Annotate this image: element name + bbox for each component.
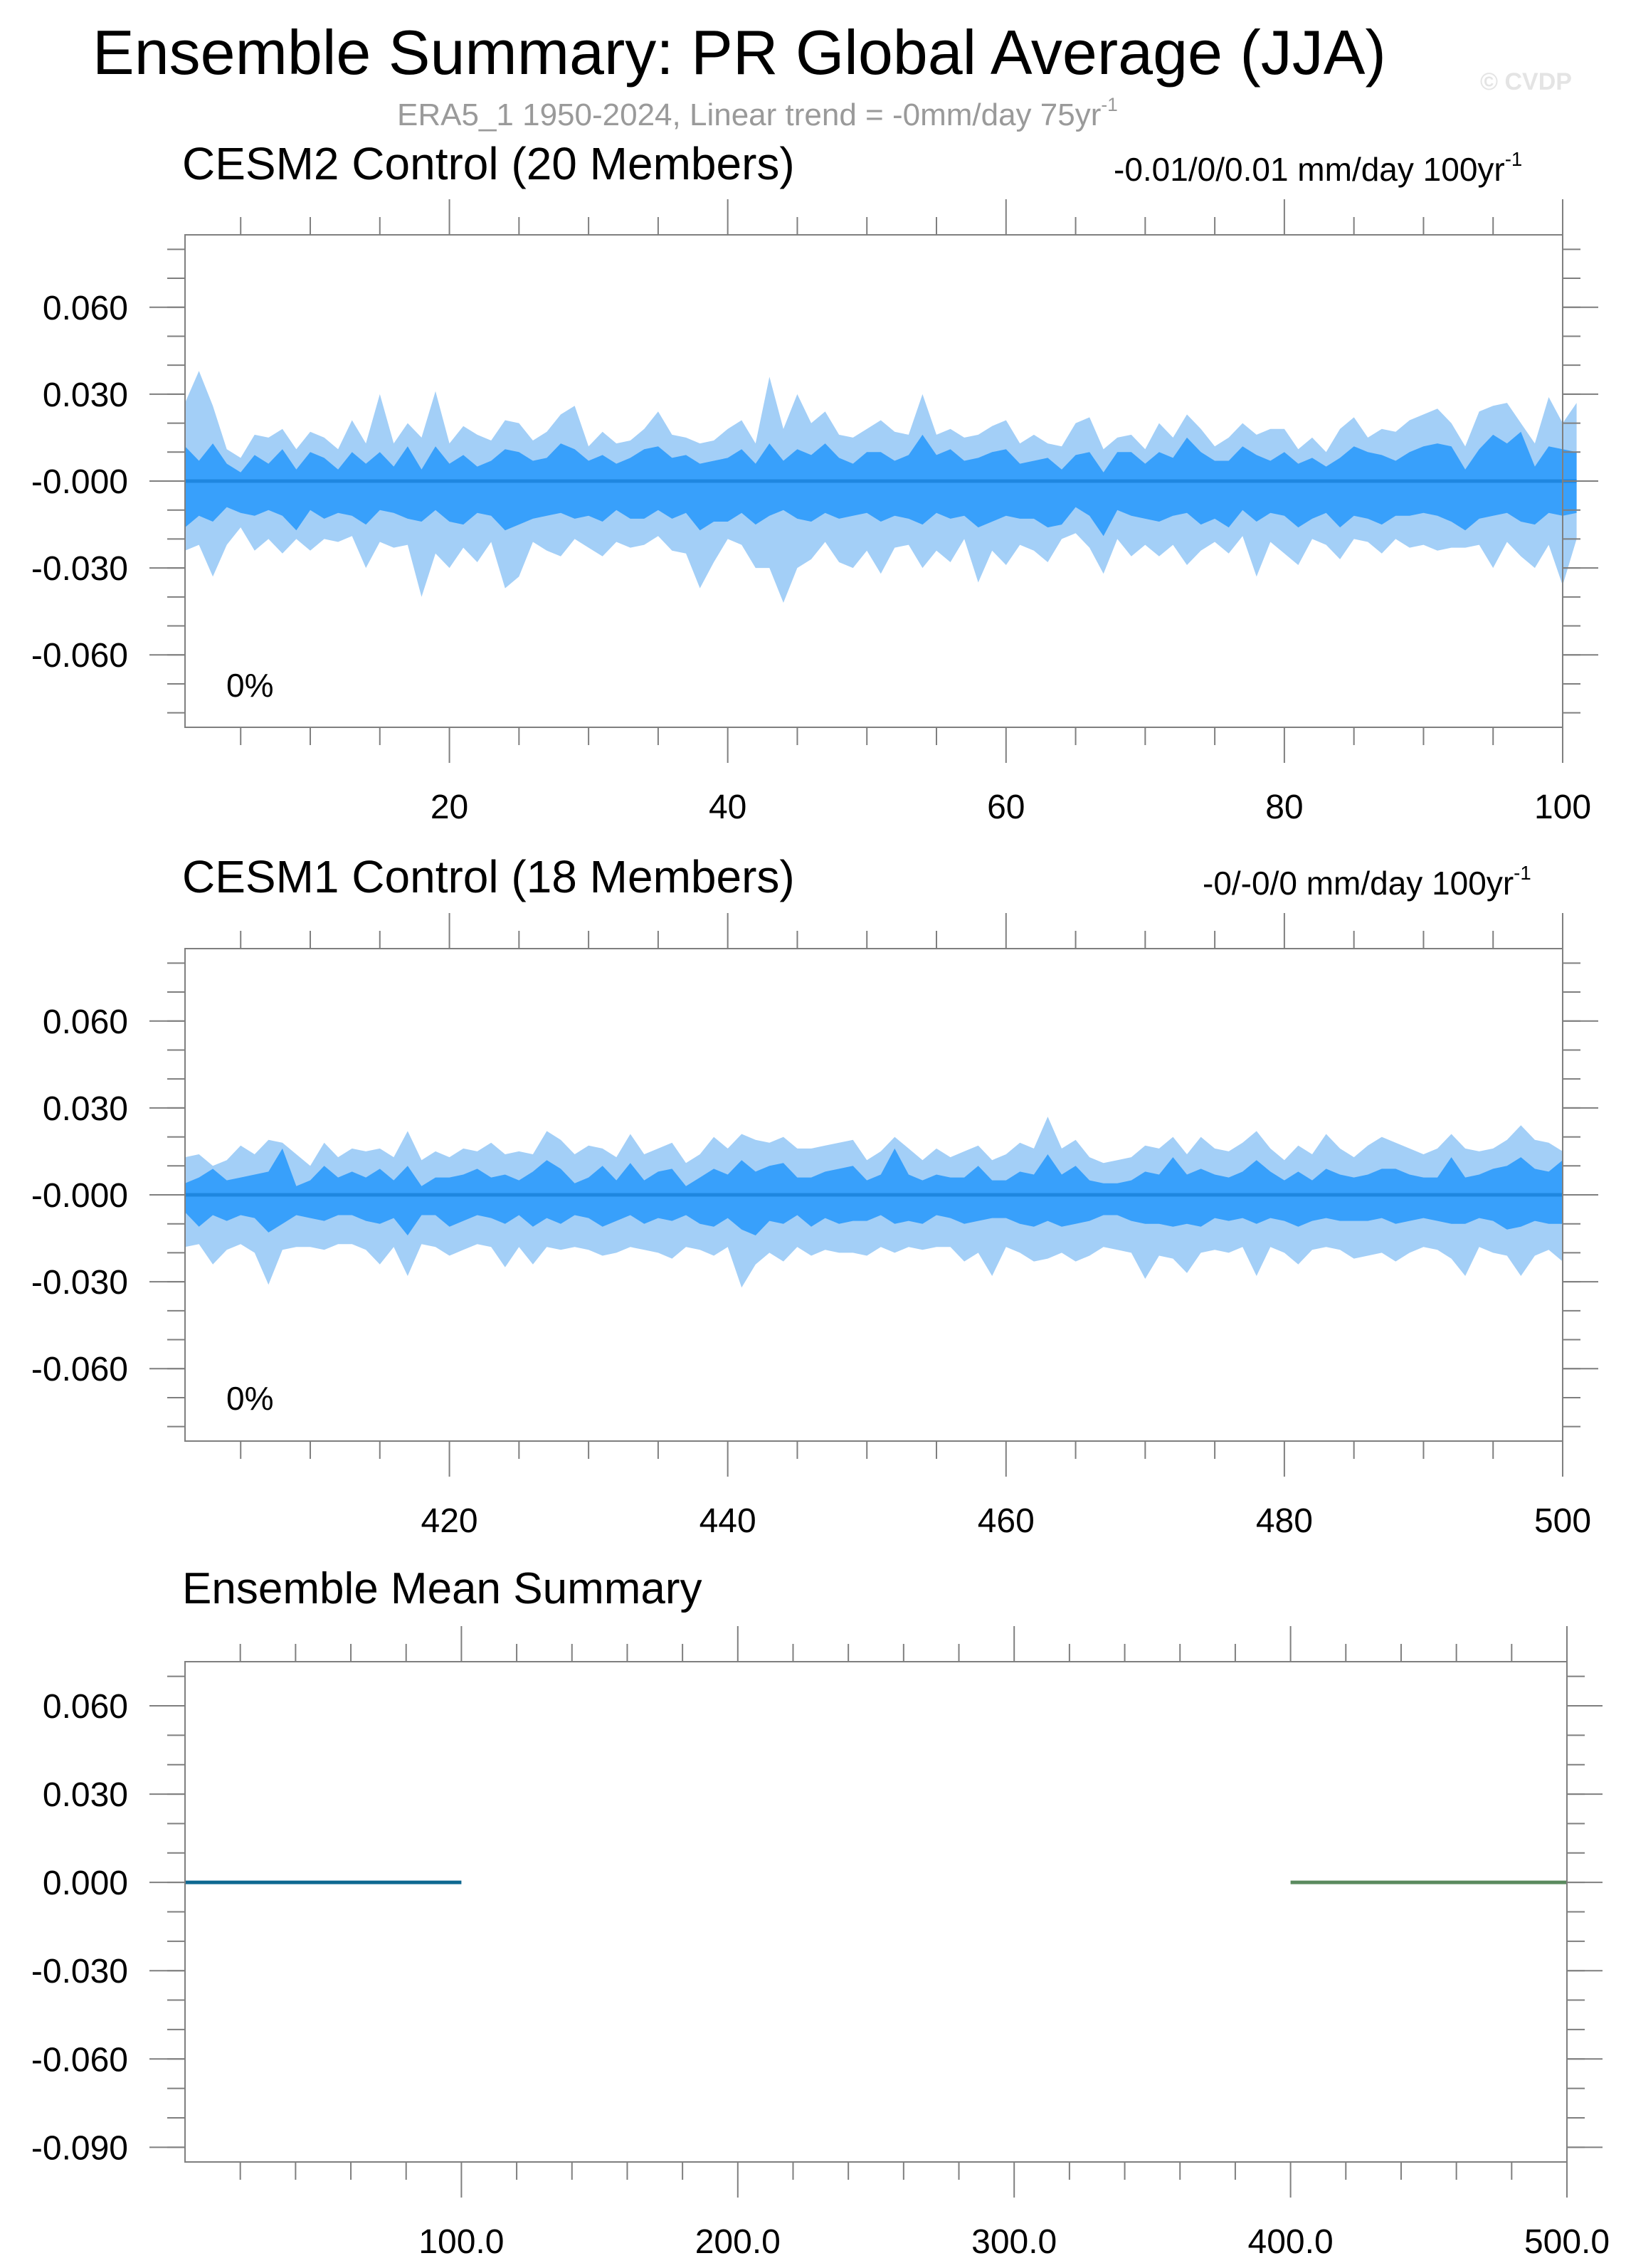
- y-tick-label: 0.000: [43, 1864, 128, 1902]
- x-tick-label: 200.0: [695, 2223, 781, 2261]
- trend-text: -0.01/0/0.01 mm/day 100yr: [1114, 151, 1505, 188]
- panel-title-cesm2: CESM2 Control (20 Members): [182, 138, 795, 189]
- y-tick-label: -0.030: [31, 550, 128, 588]
- x-tick-label: 100: [1534, 788, 1591, 826]
- ensemble-iqr-band: [185, 1148, 1563, 1235]
- x-tick-label: 480: [1256, 1502, 1313, 1540]
- subtitle-exponent: -1: [1101, 94, 1118, 116]
- x-tick-label: 300.0: [971, 2223, 1057, 2261]
- trend-text: -0/-0/0 mm/day 100yr: [1203, 865, 1514, 902]
- y-tick-label: -0.000: [31, 1177, 128, 1215]
- panel-title-cesm1: CESM1 Control (18 Members): [182, 851, 795, 902]
- x-tick-label: 20: [431, 788, 468, 826]
- y-tick-label: -0.060: [31, 2041, 128, 2079]
- x-tick-label: 60: [987, 788, 1025, 826]
- plot-frame: [184, 1661, 1568, 2163]
- subtitle-text: ERA5_1 1950-2024, Linear trend = -0mm/da…: [397, 97, 1102, 132]
- y-tick-label: -0.030: [31, 1953, 128, 1990]
- y-tick-label: -0.060: [31, 1351, 128, 1388]
- y-tick-label: 0.060: [43, 1003, 128, 1041]
- y-tick-label: 0.030: [43, 1090, 128, 1128]
- watermark: © CVDP: [1480, 68, 1572, 95]
- x-tick-label: 400.0: [1248, 2223, 1334, 2261]
- y-tick-label: -0.090: [31, 2129, 128, 2167]
- trend-exponent: -1: [1514, 862, 1531, 885]
- subtitle: ERA5_1 1950-2024, Linear trend = -0mm/da…: [397, 95, 1118, 132]
- x-tick-label: 440: [700, 1502, 756, 1540]
- trend-exponent: -1: [1504, 148, 1523, 171]
- x-tick-label: 500: [1534, 1502, 1591, 1540]
- y-tick-label: -0.000: [31, 463, 128, 501]
- x-tick-label: 420: [421, 1502, 478, 1540]
- x-tick-label: 40: [709, 788, 746, 826]
- y-tick-label: -0.030: [31, 1264, 128, 1302]
- y-tick-label: 0.030: [43, 376, 128, 414]
- y-tick-label: 0.030: [43, 1776, 128, 1814]
- y-tick-label: -0.060: [31, 637, 128, 675]
- panel-trend-cesm2: -0.01/0/0.01 mm/day 100yr-1: [1114, 149, 1522, 188]
- x-tick-label: 100.0: [418, 2223, 504, 2261]
- percent-label-cesm2: 0%: [226, 667, 274, 704]
- x-tick-label: 500.0: [1524, 2223, 1610, 2261]
- page-title: Ensemble Summary: PR Global Average (JJA…: [93, 17, 1386, 88]
- y-tick-label: 0.060: [43, 1688, 128, 1726]
- panel-trend-cesm1: -0/-0/0 mm/day 100yr-1: [1203, 863, 1531, 902]
- percent-label-cesm1: 0%: [226, 1380, 274, 1417]
- ensemble-iqr-band: [185, 431, 1577, 537]
- x-tick-label: 80: [1265, 788, 1303, 826]
- x-tick-label: 460: [978, 1502, 1035, 1540]
- panel-title-summary: Ensemble Mean Summary: [182, 1564, 702, 1613]
- y-tick-label: 0.060: [43, 290, 128, 327]
